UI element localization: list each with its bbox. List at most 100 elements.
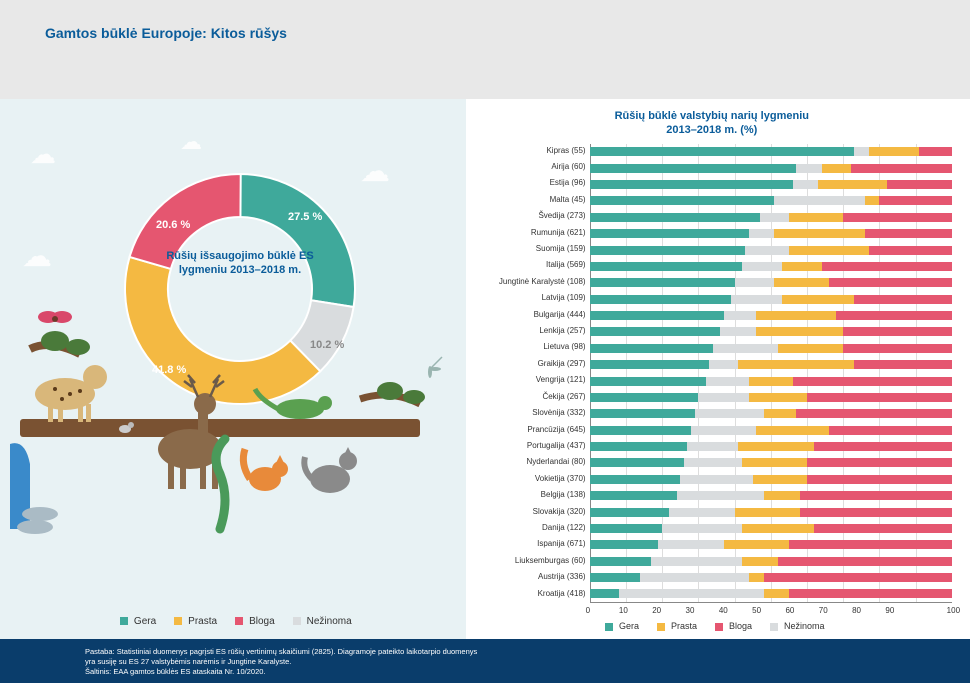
x-tick: 10 [619,606,656,615]
bar-row [590,553,952,569]
bar-segment-good [590,589,619,598]
bar-segment-unknown [680,475,752,484]
bar-segment-good [590,524,662,533]
bar-segment-unknown [619,589,764,598]
bar-segment-bad [789,540,952,549]
bar-row [590,144,952,160]
bar-segment-poor [774,229,865,238]
bar-segment-poor [738,360,854,369]
bar-segment-poor [756,327,843,336]
bar-segment-unknown [695,409,764,418]
bar-label: Bulgarija (444) [472,308,590,324]
bar-segment-bad [887,180,952,189]
bar-segment-unknown [796,164,821,173]
bar-label: Graikija (297) [472,357,590,373]
bar-segment-poor [756,311,836,320]
bar-segment-good [590,147,855,156]
bar-segment-unknown [698,393,749,402]
bar-segment-good [590,426,691,435]
bar-labels: Kipras (55)Airija (60)Estija (96)Malta (… [472,144,590,603]
bar-row [590,225,952,241]
bar-label: Jungtinė Karalystė (108) [472,275,590,291]
bar-row [590,569,952,585]
bar-segment-good [590,442,688,451]
bar-row [590,389,952,405]
bar-segment-good [590,508,670,517]
legend-item: Nežinoma [764,621,825,631]
legend-swatch [120,617,128,625]
bar-segment-bad [807,458,952,467]
bar-segment-bad [851,164,952,173]
bar-segment-good [590,491,677,500]
bar-segment-bad [822,262,952,271]
x-tick: 100 [923,606,960,615]
header: Gamtos būklė Europoje: Kitos rūšys [0,0,970,99]
bar-legend: GeraPrastaBlogaNežinoma [472,621,952,631]
legend-item: Bloga [709,621,752,631]
bar-segment-poor [738,442,814,451]
bar-segment-unknown [745,246,788,255]
bar-segment-unknown [677,491,764,500]
bar-segment-good [590,377,706,386]
legend-item: Nežinoma [287,616,352,627]
bar-segment-bad [764,573,952,582]
x-tick: 80 [852,606,889,615]
legend-swatch [293,617,301,625]
bar-segment-bad [829,278,952,287]
bar-segment-bad [843,344,952,353]
bar-segment-unknown [706,377,749,386]
bar-label: Vokietija (370) [472,472,590,488]
x-tick: 40 [719,606,756,615]
bar-segment-unknown [854,147,868,156]
bar-segment-bad [843,213,952,222]
bar-row [590,487,952,503]
bar-segment-poor [782,262,822,271]
x-tick: 30 [686,606,723,615]
bar-segment-bad [879,196,951,205]
legend-swatch [657,623,665,631]
bar-segment-bad [800,508,952,517]
bar-chart-title: Rūšių būklė valstybių narių lygmeniu 201… [472,109,952,138]
legend-item: Prasta [168,616,217,627]
bar-label: Lenkija (257) [472,324,590,340]
bar-segment-good [590,295,731,304]
bar-label: Rumunija (621) [472,226,590,242]
bar-label: Lietuva (98) [472,340,590,356]
bar-segment-unknown [742,262,782,271]
bar-row [590,258,952,274]
bar-row [590,586,952,602]
bar-segment-bad [789,589,952,598]
bar-segment-unknown [793,180,818,189]
bar-segment-unknown [640,573,749,582]
bar-label: Estija (96) [472,176,590,192]
bar-row [590,242,952,258]
bar-segment-good [590,393,699,402]
bar-segment-bad [836,311,952,320]
bar-segment-good [590,557,652,566]
bar-label: Slovakija (320) [472,505,590,521]
footer-source: Šaltinis: EAA gamtos būklės ES ataskaita… [85,667,885,677]
bar-row [590,406,952,422]
bar-label: Belgija (138) [472,488,590,504]
bars-area: Kipras (55)Airija (60)Estija (96)Malta (… [472,144,952,603]
x-tick: 20 [652,606,689,615]
bar-segment-poor [753,475,807,484]
bar-segment-bad [829,426,952,435]
bar-segment-bad [814,524,952,533]
footer-note-1: Pastaba: Statistiniai duomenys pagrįsti … [85,647,885,657]
bar-segment-good [590,262,742,271]
bar-row [590,520,952,536]
legend-item: Bloga [229,616,275,627]
legend-swatch [235,617,243,625]
donut-panel: ☁ ☁ ☁ ☁ Rūšių išsaugojimo būklė ES lygme… [0,99,466,639]
bar-row [590,307,952,323]
bar-segment-poor [778,344,843,353]
bar-row [590,340,952,356]
bar-segment-bad [869,246,952,255]
bar-row [590,373,952,389]
bar-segment-good [590,475,681,484]
bar-row [590,504,952,520]
legend-swatch [174,617,182,625]
bar-chart-panel: Rūšių būklė valstybių narių lygmeniu 201… [466,99,970,639]
bar-segment-unknown [731,295,782,304]
